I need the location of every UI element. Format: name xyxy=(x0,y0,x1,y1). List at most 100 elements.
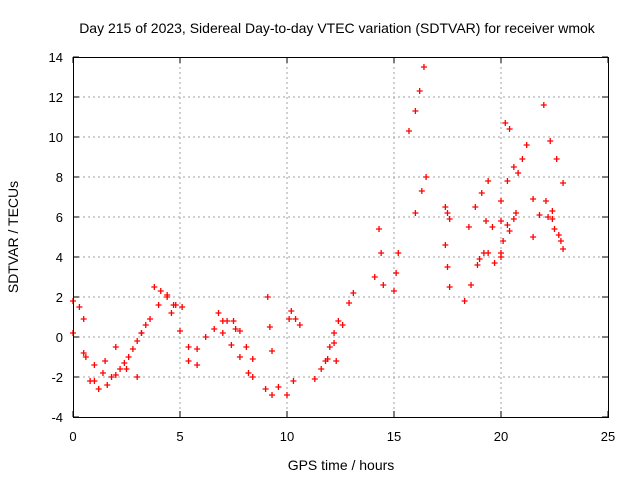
data-point xyxy=(444,210,451,216)
data-point xyxy=(318,366,325,372)
data-point xyxy=(129,346,136,352)
data-point xyxy=(446,216,453,222)
data-point xyxy=(506,126,513,132)
y-axis-label: SDTVAR / TECUs xyxy=(5,181,21,293)
data-point xyxy=(536,212,543,218)
data-point xyxy=(333,358,340,364)
data-point xyxy=(266,324,273,330)
x-axis-label: GPS time / hours xyxy=(288,457,395,473)
data-point xyxy=(121,360,128,366)
data-point xyxy=(442,204,449,210)
data-point xyxy=(288,308,295,314)
data-point xyxy=(335,318,342,324)
data-point xyxy=(510,164,517,170)
data-point xyxy=(423,174,430,180)
data-point xyxy=(269,348,276,354)
data-point xyxy=(155,302,162,308)
y-tick-label: 14 xyxy=(49,50,63,65)
x-tick-label: 20 xyxy=(494,429,508,444)
data-point xyxy=(76,304,83,310)
data-point xyxy=(108,374,115,380)
grid xyxy=(73,57,608,417)
y-tick-label: 6 xyxy=(56,210,63,225)
data-point xyxy=(371,274,378,280)
data-point xyxy=(498,218,504,224)
data-point xyxy=(555,232,562,238)
data-point xyxy=(134,374,141,380)
x-tick-label: 5 xyxy=(176,429,183,444)
data-point xyxy=(138,330,145,336)
data-point xyxy=(540,102,547,108)
data-point xyxy=(515,170,522,176)
data-point xyxy=(485,250,492,256)
data-point xyxy=(151,284,158,290)
data-point xyxy=(542,198,549,204)
data-point xyxy=(236,354,243,360)
data-point xyxy=(489,224,496,230)
x-tick-label: 25 xyxy=(601,429,615,444)
x-tick-label: 10 xyxy=(280,429,294,444)
data-point xyxy=(164,294,171,300)
data-points xyxy=(70,64,567,398)
data-point xyxy=(391,288,397,294)
y-tick-label: 2 xyxy=(56,290,63,305)
data-point xyxy=(549,208,556,214)
data-point xyxy=(219,330,226,336)
chart-title: Day 215 of 2023, Sidereal Day-to-day VTE… xyxy=(79,20,596,36)
data-point xyxy=(125,354,132,360)
data-point xyxy=(512,210,519,216)
data-point xyxy=(245,370,252,376)
data-point xyxy=(99,370,106,376)
data-point xyxy=(112,372,119,378)
data-point xyxy=(249,356,256,362)
data-point xyxy=(123,366,130,372)
data-point xyxy=(485,178,492,184)
data-point xyxy=(142,322,149,328)
data-point xyxy=(500,238,507,244)
data-point xyxy=(557,238,564,244)
x-tick-label: 0 xyxy=(69,429,76,444)
data-point xyxy=(290,378,297,384)
data-point xyxy=(350,290,357,296)
data-point xyxy=(102,358,109,364)
data-point xyxy=(215,310,222,316)
data-point xyxy=(230,318,237,324)
data-point xyxy=(170,302,177,308)
data-point xyxy=(228,342,235,348)
data-point xyxy=(519,156,526,162)
data-point xyxy=(444,264,451,270)
data-point xyxy=(442,242,449,248)
data-point xyxy=(331,340,338,346)
data-point xyxy=(339,322,346,328)
data-point xyxy=(405,128,412,134)
data-point xyxy=(194,346,201,352)
y-tick-label: 10 xyxy=(49,130,63,145)
data-point xyxy=(296,322,303,328)
data-point xyxy=(275,384,282,390)
x-tick-label: 15 xyxy=(387,429,401,444)
data-point xyxy=(112,344,119,350)
data-point xyxy=(560,180,567,186)
data-point xyxy=(91,378,98,384)
data-point xyxy=(80,350,87,356)
data-point xyxy=(177,328,183,334)
data-point xyxy=(80,316,87,322)
data-point xyxy=(498,198,504,204)
data-point xyxy=(420,64,427,70)
data-point xyxy=(147,316,154,322)
data-point xyxy=(224,318,231,324)
data-point xyxy=(412,108,419,114)
data-point xyxy=(179,304,186,310)
data-point xyxy=(549,216,556,222)
data-point xyxy=(284,392,290,398)
data-point xyxy=(547,138,554,144)
data-point xyxy=(322,358,329,364)
y-tick-label: -4 xyxy=(51,410,63,425)
data-point xyxy=(551,226,558,232)
y-tick-label: 8 xyxy=(56,170,63,185)
data-point xyxy=(292,316,299,322)
data-point xyxy=(483,218,490,224)
data-point xyxy=(510,216,517,222)
data-point xyxy=(331,330,338,336)
